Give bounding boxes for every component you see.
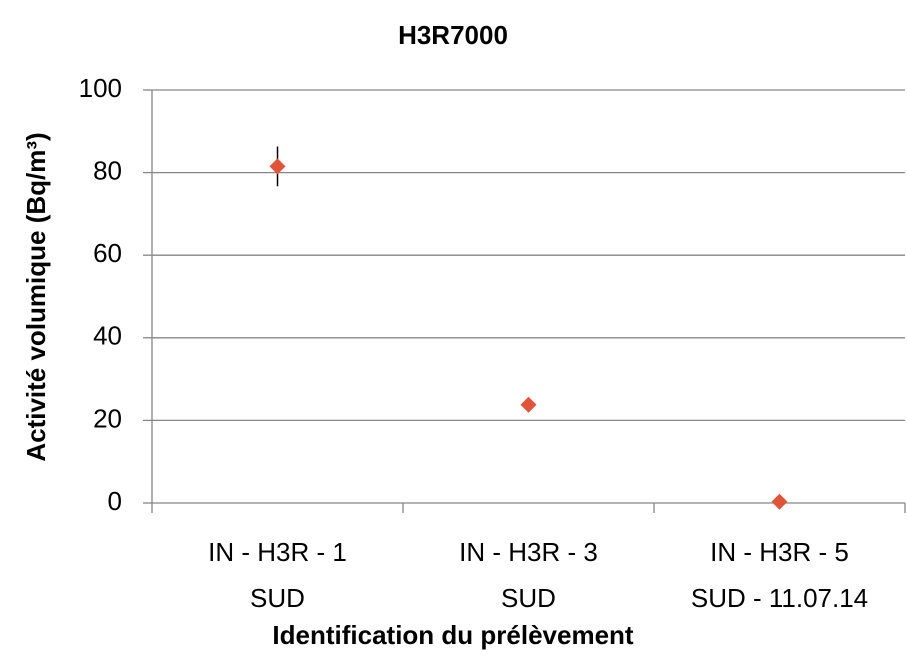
- data-point: [520, 396, 537, 413]
- x-tick-label: IN - H3R - 5: [710, 537, 849, 567]
- x-tick-label: SUD - 11.07.14: [691, 583, 868, 613]
- x-axis-label: Identification du prélèvement: [272, 620, 634, 650]
- x-tick-label: IN - H3R - 3: [459, 537, 598, 567]
- data-point: [269, 158, 286, 175]
- chart-title: H3R7000: [398, 20, 508, 50]
- x-tick-label: SUD: [501, 583, 556, 613]
- data-point: [771, 493, 788, 510]
- y-tick-label: 0: [108, 486, 122, 516]
- x-tick-label: SUD: [250, 583, 305, 613]
- y-axis-label: Activité volumique (Bq/m³): [21, 132, 51, 461]
- y-tick-label: 60: [93, 238, 122, 268]
- x-tick-label: IN - H3R - 1: [208, 537, 347, 567]
- y-tick-label: 100: [79, 73, 122, 103]
- y-tick-label: 20: [93, 403, 122, 433]
- y-tick-label: 80: [93, 155, 122, 185]
- y-tick-label: 40: [93, 321, 122, 351]
